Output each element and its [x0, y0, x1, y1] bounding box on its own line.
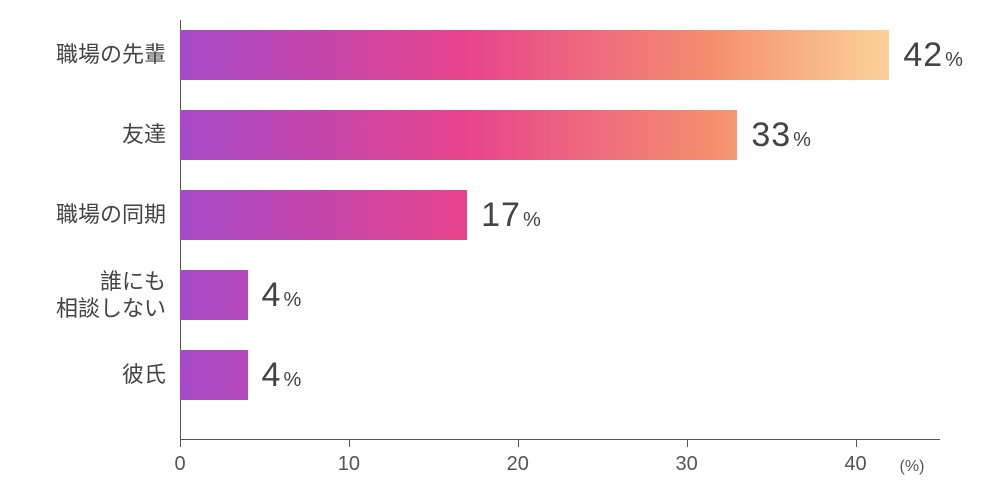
plot-area: 010203040 (%) 職場の先輩42%友達33%職場の同期17%誰にも 相… [180, 20, 940, 440]
bar [180, 270, 248, 320]
x-tick-label: 20 [507, 453, 529, 476]
bar [180, 350, 248, 400]
x-tick [349, 440, 350, 447]
x-tick [180, 440, 181, 447]
x-tick-label: 40 [844, 453, 866, 476]
category-label: 職場の先輩 [56, 41, 166, 69]
x-axis [180, 439, 940, 440]
bar-row: 彼氏4% [180, 350, 301, 400]
survey-bar-chart: 010203040 (%) 職場の先輩42%友達33%職場の同期17%誰にも 相… [0, 0, 1000, 500]
category-label: 職場の同期 [56, 201, 166, 229]
bar [180, 110, 737, 160]
value-label: 33% [751, 116, 811, 155]
x-tick [856, 440, 857, 447]
value-label: 4% [262, 276, 302, 315]
bar-row: 職場の同期17% [180, 190, 541, 240]
axis-unit-label: (%) [900, 458, 925, 476]
x-tick-label: 30 [676, 453, 698, 476]
x-tick-label: 0 [174, 453, 185, 476]
bar-row: 職場の先輩42% [180, 30, 963, 80]
value-label: 42% [903, 36, 963, 75]
category-label: 誰にも 相談しない [56, 268, 166, 323]
value-label: 4% [262, 356, 302, 395]
value-label: 17% [481, 196, 541, 235]
bar-row: 誰にも 相談しない4% [180, 270, 301, 320]
category-label: 友達 [122, 121, 166, 149]
x-tick [518, 440, 519, 447]
x-tick-label: 10 [338, 453, 360, 476]
x-tick [687, 440, 688, 447]
category-label: 彼氏 [122, 361, 166, 389]
bar [180, 30, 889, 80]
bar [180, 190, 467, 240]
bar-row: 友達33% [180, 110, 811, 160]
